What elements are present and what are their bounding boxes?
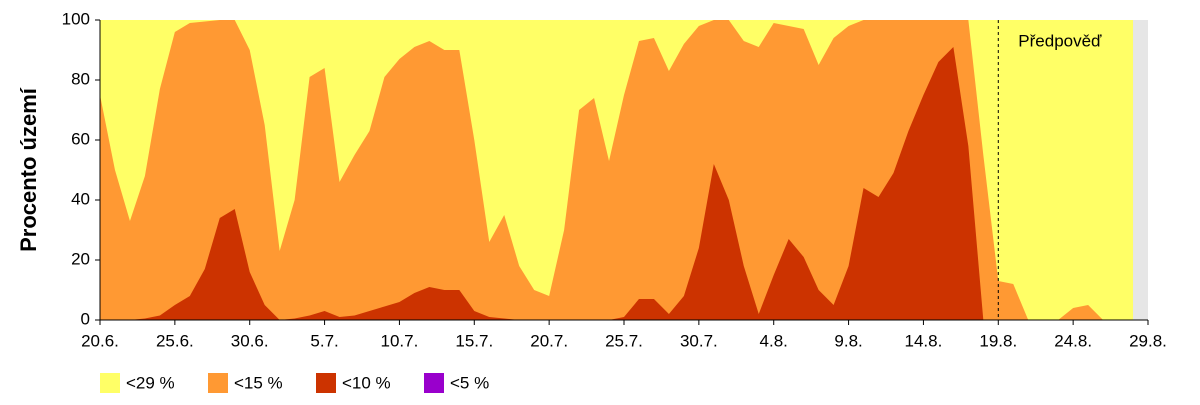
y-tick-label: 100: [62, 9, 90, 28]
x-tick-label: 24.8.: [1054, 331, 1092, 350]
legend-swatch: [424, 373, 444, 393]
x-tick-label: 19.8.: [979, 331, 1017, 350]
y-tick-label: 20: [71, 249, 90, 268]
annotation: Předpověď: [1018, 31, 1102, 50]
x-tick-label: 4.8.: [760, 331, 788, 350]
y-axis-label: Procento území: [16, 87, 41, 252]
x-tick-label: 9.8.: [834, 331, 862, 350]
x-tick-label: 25.6.: [156, 331, 194, 350]
x-tick-label: 30.7.: [680, 331, 718, 350]
x-tick-label: 25.7.: [605, 331, 643, 350]
y-tick-label: 40: [71, 189, 90, 208]
legend-swatch: [208, 373, 228, 393]
legend-label: <5 %: [450, 373, 489, 392]
x-tick-label: 20.6.: [81, 331, 119, 350]
y-tick-label: 80: [71, 69, 90, 88]
legend-swatch: [100, 373, 120, 393]
x-tick-label: 20.7.: [530, 331, 568, 350]
area: [100, 47, 1134, 320]
legend-label: <29 %: [126, 373, 175, 392]
x-tick-label: 14.8.: [905, 331, 943, 350]
legend-label: <15 %: [234, 373, 283, 392]
x-tick-label: 29.8.: [1129, 331, 1167, 350]
x-tick-label: 30.6.: [231, 331, 269, 350]
y-tick-label: 60: [71, 129, 90, 148]
legend-swatch: [316, 373, 336, 393]
x-tick-label: 10.7.: [381, 331, 419, 350]
x-tick-label: 5.7.: [310, 331, 338, 350]
y-tick-label: 0: [81, 309, 90, 328]
x-tick-label: 15.7.: [455, 331, 493, 350]
legend-label: <10 %: [342, 373, 391, 392]
